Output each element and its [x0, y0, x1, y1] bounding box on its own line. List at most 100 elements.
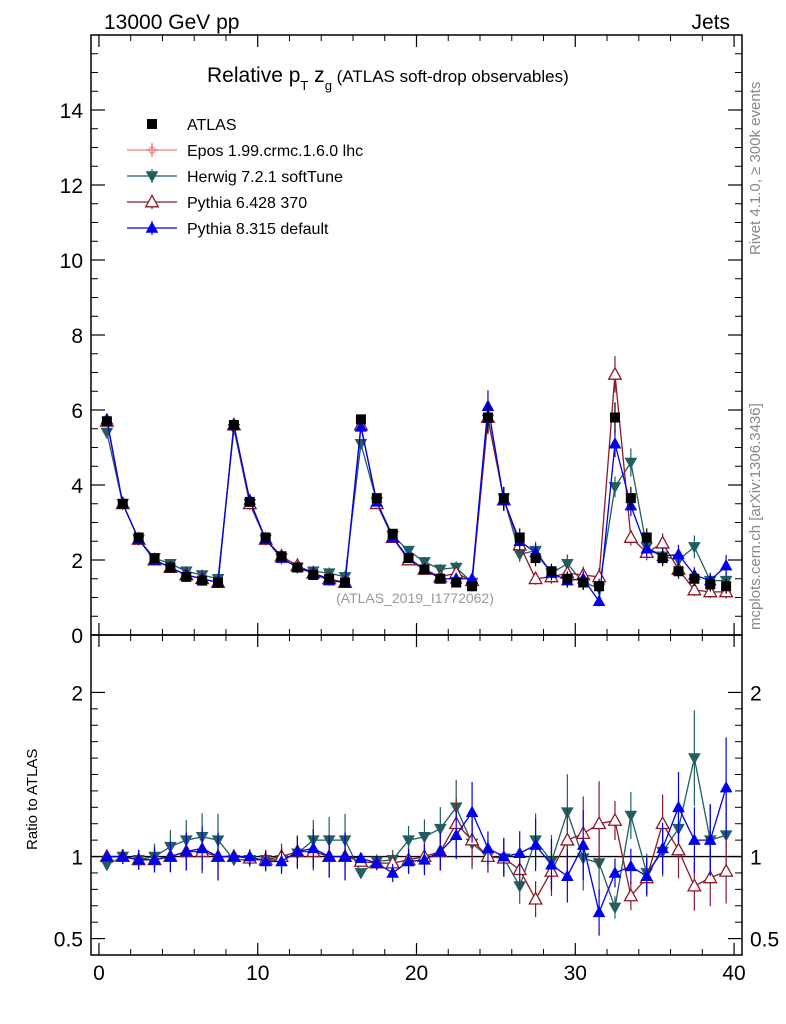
data-point	[276, 551, 287, 562]
data-point	[657, 553, 668, 564]
ratio-point	[338, 849, 352, 862]
data-point	[244, 496, 255, 507]
x-tick-label: 30	[564, 962, 587, 985]
y-tick-label-ratio: 2	[71, 682, 83, 705]
chart-title: Relative pT zg (ATLAS soft-drop observab…	[207, 64, 569, 93]
data-point	[686, 582, 702, 596]
series-line	[106, 406, 727, 604]
ratio-point	[354, 868, 368, 880]
ratio-point	[591, 815, 607, 830]
legend-item: ATLAS	[147, 117, 237, 134]
data-point	[354, 420, 368, 432]
ratio-point	[132, 853, 145, 865]
y-tick-label-main: 14	[60, 100, 84, 123]
legend-label: Pythia 8.315 default	[187, 221, 329, 238]
data-point	[546, 566, 557, 577]
legend-label: ATLAS	[187, 117, 237, 134]
y-tick-label-ratio-right: 0.5	[750, 929, 779, 952]
data-point	[101, 416, 112, 427]
ratio-point	[243, 849, 257, 862]
data-point	[197, 575, 208, 586]
ratio-point	[688, 753, 701, 765]
ratio-plot-frame	[90, 634, 743, 956]
data-point	[623, 529, 639, 543]
data-point	[467, 581, 478, 592]
ratio-point	[434, 823, 447, 836]
data-point	[308, 570, 319, 580]
ratio-point	[370, 856, 384, 868]
data-point	[435, 573, 446, 584]
ratio-point	[513, 846, 527, 859]
rivet-label: Rivet 4.1.0, ≥ 300k events	[747, 82, 764, 255]
data-point	[561, 558, 574, 571]
legend-label: Pythia 6.428 370	[187, 195, 307, 212]
data-point	[482, 412, 493, 423]
ratio-point	[703, 833, 717, 845]
ratio-point	[686, 878, 702, 892]
ratio-point	[100, 859, 114, 872]
y-tick-label-main: 12	[60, 175, 83, 198]
ratio-point	[275, 854, 288, 867]
ratio-point	[116, 849, 130, 862]
data-point	[213, 577, 224, 588]
ratio-point	[623, 887, 639, 902]
data-point	[624, 457, 638, 470]
ratio-point	[719, 781, 733, 793]
mcplots-label: mcplots.cern.ch [arXiv:1306.3436]	[747, 403, 764, 630]
x-tick-label: 20	[405, 962, 428, 985]
energy-label: 13000 GeV pp	[104, 11, 239, 34]
data-point	[100, 427, 114, 440]
ratio-point	[322, 849, 336, 862]
x-tick-label: 0	[93, 962, 105, 985]
ratio-point	[354, 851, 368, 863]
y-tick-label-main: 10	[60, 250, 83, 273]
ratio-ylabel: Ratio to ATLAS	[24, 749, 41, 850]
legend-marker	[145, 171, 159, 183]
ratio-point	[418, 832, 431, 844]
data-point	[719, 559, 733, 571]
chart-title-sub1: T	[300, 78, 308, 93]
legend-label: Epos 1.99.crmc.1.6.0 lhc	[187, 143, 363, 160]
ratio-point	[688, 833, 701, 845]
data-point	[387, 528, 398, 539]
data-point	[260, 532, 271, 543]
y-tick-label-ratio: 1	[71, 847, 83, 870]
ratio-point	[559, 832, 575, 846]
data-point	[149, 553, 160, 564]
y-tick-label-main: 0	[71, 625, 83, 648]
ratio-point	[291, 845, 304, 857]
x-tick-label: 10	[246, 962, 269, 985]
ratio-panel: 0 10 20 30 400.5 0.51 12 2	[54, 634, 779, 985]
data-point	[625, 493, 636, 504]
ratio-point	[148, 853, 161, 865]
data-point	[673, 566, 684, 577]
ratio-point	[211, 849, 225, 862]
y-tick-label-main: 8	[71, 325, 83, 348]
series-line	[106, 374, 727, 593]
legend-label: Herwig 7.2.1 softTune	[187, 169, 343, 186]
data-point	[419, 564, 430, 575]
data-point	[181, 571, 192, 582]
data-point	[292, 562, 303, 573]
data-point	[594, 581, 605, 592]
data-point	[608, 437, 622, 449]
main-panel: 0 2 4 6 8 10 12 14	[60, 34, 743, 648]
data-point	[641, 532, 652, 543]
legend: ATLAS Epos 1.99.crmc.1.6.0 lhc Herwig 7.2.…	[127, 117, 363, 238]
ratio-point	[402, 854, 415, 867]
series-pythia-6-428-370	[99, 356, 734, 599]
ratio-point	[608, 902, 622, 915]
ratio-point	[545, 858, 558, 870]
ratio-point	[386, 866, 399, 878]
legend-item: Herwig 7.2.1 softTune	[127, 169, 343, 186]
y-tick-label-main: 6	[71, 400, 83, 423]
data-point	[705, 579, 716, 590]
ratio-series-pythia-8-315-default	[100, 737, 733, 936]
ratio-point	[561, 869, 574, 882]
series-herwig-7-2-1-softtune	[100, 404, 733, 596]
data-point	[640, 542, 654, 554]
ratio-point	[672, 800, 685, 813]
y-tick-label-ratio-right: 1	[750, 847, 762, 870]
ratio-point	[528, 891, 543, 905]
